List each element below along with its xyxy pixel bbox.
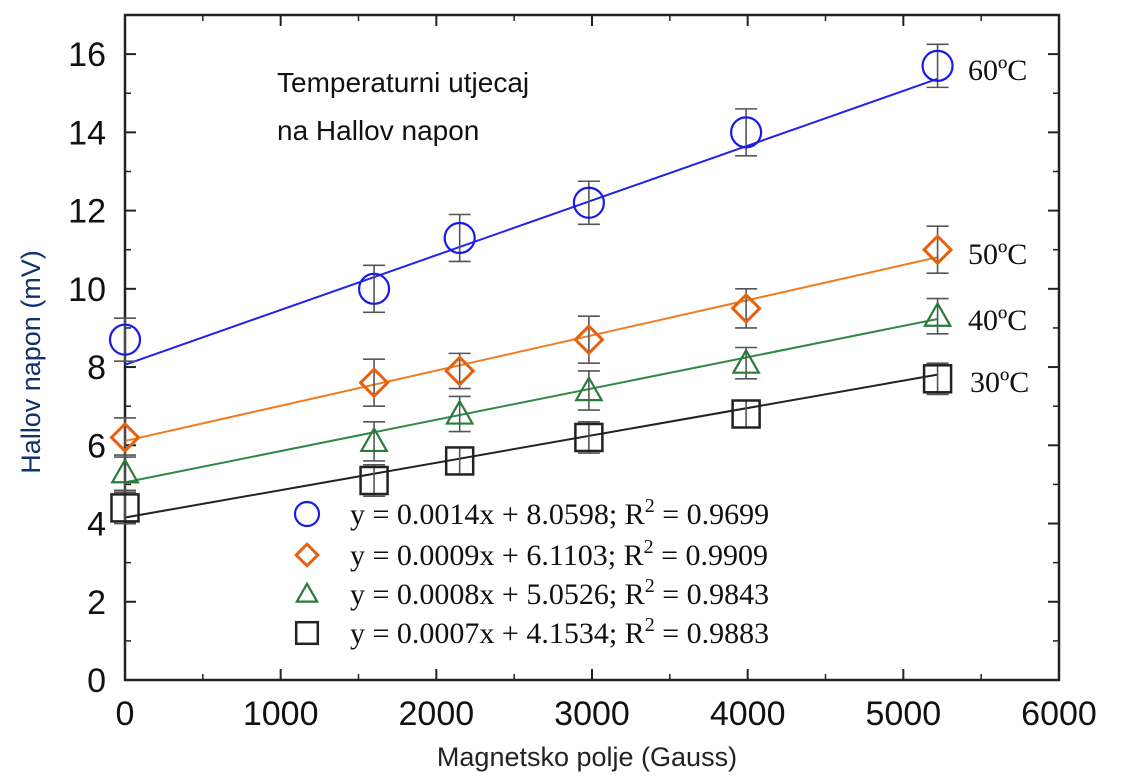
x-tick-label: 6000 bbox=[1021, 695, 1097, 733]
legend-marker bbox=[293, 500, 321, 528]
series-layer: 60ºC 50ºC 40ºC 30ºC bbox=[108, 43, 1029, 525]
data-point bbox=[444, 446, 475, 476]
legend-equation: y = 0.0009x + 6.1103; R2 = 0.9909 bbox=[350, 536, 768, 572]
data-point bbox=[574, 375, 604, 402]
series-60c: 60ºC bbox=[108, 43, 1027, 366]
x-axis-label: Magnetsko polje (Gauss) bbox=[437, 742, 737, 772]
y-tick-label: 4 bbox=[87, 506, 106, 544]
legend-equation: y = 0.0007x + 4.1534; R2 = 0.9883 bbox=[350, 614, 769, 650]
data-point bbox=[110, 457, 140, 484]
series-30c: 30ºC bbox=[110, 362, 1029, 525]
y-tick-label: 6 bbox=[87, 427, 106, 465]
series-label: 50ºC bbox=[968, 238, 1027, 271]
data-point bbox=[443, 221, 476, 255]
series-label: 40ºC bbox=[968, 304, 1027, 337]
data-point bbox=[921, 234, 954, 266]
data-point bbox=[922, 364, 953, 394]
trend-line bbox=[124, 77, 938, 366]
x-tick-label: 0 bbox=[116, 695, 135, 733]
x-tick-label: 5000 bbox=[866, 695, 942, 733]
data-point bbox=[357, 272, 391, 305]
data-point bbox=[921, 49, 954, 82]
data-point bbox=[573, 324, 605, 356]
series-label: 30ºC bbox=[970, 366, 1029, 399]
x-tick-label: 3000 bbox=[554, 695, 630, 733]
y-tick-label: 8 bbox=[87, 349, 106, 387]
data-point bbox=[444, 355, 476, 387]
data-point bbox=[108, 323, 142, 356]
legend: y = 0.0014x + 8.0598; R2 = 0.9699 y = 0.0… bbox=[293, 495, 769, 650]
legend-equation: y = 0.0008x + 5.0526; R2 = 0.9843 bbox=[350, 575, 769, 611]
legend-marker bbox=[294, 542, 320, 568]
y-tick-label: 0 bbox=[87, 662, 106, 700]
axes: 0 1000 2000 3000 4000 5000 6000 0 2 4 6 8 10 12 14 16 bbox=[68, 14, 1097, 733]
y-tick-label: 2 bbox=[87, 584, 106, 622]
data-point bbox=[730, 292, 762, 325]
data-point bbox=[574, 422, 604, 453]
series-label: 60ºC bbox=[968, 54, 1027, 87]
trend-line bbox=[124, 373, 938, 519]
trend-line bbox=[124, 256, 938, 442]
trend-line bbox=[124, 318, 938, 484]
series-50c: 50ºC bbox=[109, 225, 1027, 458]
y-tick-label: 16 bbox=[68, 36, 106, 74]
series-40c: 40ºC bbox=[110, 297, 1027, 492]
legend-marker bbox=[294, 581, 320, 603]
data-point bbox=[359, 426, 389, 453]
data-point bbox=[572, 186, 605, 219]
x-tick-label: 2000 bbox=[399, 695, 475, 733]
data-point bbox=[358, 367, 390, 399]
legend-equation: y = 0.0014x + 8.0598; R2 = 0.9699 bbox=[350, 495, 769, 531]
data-point bbox=[445, 399, 475, 425]
data-point bbox=[110, 493, 140, 523]
y-axis-label: Hallov napon (mV) bbox=[16, 250, 46, 474]
data-point bbox=[730, 116, 763, 149]
data-point bbox=[731, 348, 761, 374]
y-tick-label: 14 bbox=[68, 114, 106, 152]
chart-title-line-1: Temperaturni utjecaj bbox=[277, 67, 529, 98]
y-tick-label: 12 bbox=[68, 193, 106, 231]
legend-marker bbox=[294, 620, 320, 646]
data-point bbox=[731, 399, 761, 429]
x-tick-label: 1000 bbox=[243, 695, 319, 733]
y-tick-label: 10 bbox=[68, 271, 106, 309]
data-point bbox=[922, 301, 953, 327]
data-point bbox=[359, 465, 389, 496]
x-tick-label: 4000 bbox=[710, 695, 786, 733]
chart-title-line-2: na Hallov napon bbox=[277, 115, 479, 146]
data-point bbox=[109, 421, 141, 454]
